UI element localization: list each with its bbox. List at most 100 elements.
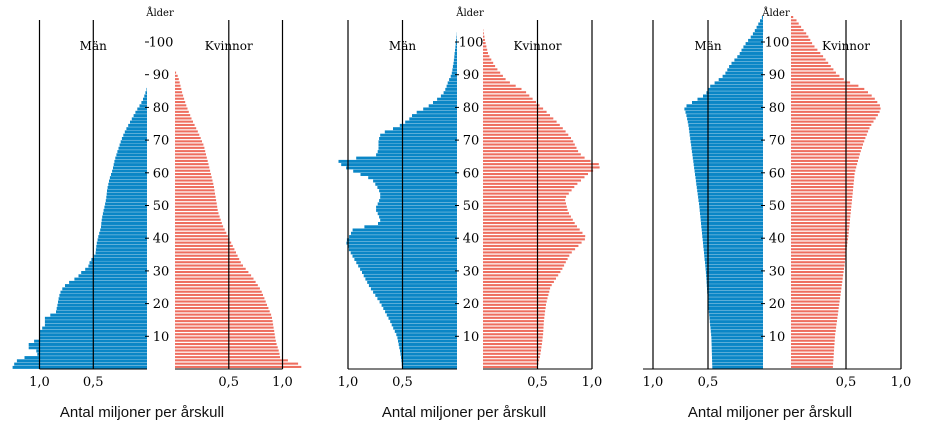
male-bar xyxy=(711,346,763,350)
male-bar xyxy=(701,225,763,229)
female-bar xyxy=(175,303,267,306)
female-bar xyxy=(175,163,209,166)
female-bar xyxy=(175,202,217,205)
female-bar xyxy=(175,74,178,77)
male-bar xyxy=(750,35,763,39)
female-bar xyxy=(175,179,213,182)
female-bar xyxy=(175,248,235,251)
female-bar xyxy=(791,284,842,287)
male-bar xyxy=(708,307,763,310)
female-bar xyxy=(175,218,221,221)
female-bar xyxy=(483,310,546,313)
male-bar xyxy=(373,179,457,183)
male-bar xyxy=(760,19,763,23)
male-bar xyxy=(37,352,147,356)
female-bar xyxy=(791,231,849,234)
male-bar xyxy=(378,140,457,144)
female-bar xyxy=(175,235,228,238)
female-bar xyxy=(175,140,202,143)
male-bar xyxy=(708,303,763,307)
male-bar xyxy=(691,146,763,150)
male-bar xyxy=(454,55,457,59)
male-bar xyxy=(393,127,457,131)
x-tick-label: 0,5 xyxy=(698,375,719,390)
male-bar xyxy=(124,130,147,134)
male-bar xyxy=(113,166,147,170)
female-bar xyxy=(175,215,220,218)
female-bar xyxy=(175,333,275,336)
female-bar xyxy=(791,163,858,166)
male-bar xyxy=(449,78,457,82)
male-bar xyxy=(712,356,763,360)
male-bar xyxy=(121,137,147,140)
male-bar xyxy=(94,254,147,258)
male-bar xyxy=(95,248,147,252)
male-bar xyxy=(379,189,457,193)
age-tick-label: 70 xyxy=(769,134,786,149)
male-bar xyxy=(399,346,457,350)
age-tick-label: 50 xyxy=(153,199,170,214)
male-bar xyxy=(701,222,763,225)
male-bar xyxy=(44,320,147,324)
male-bar xyxy=(356,261,457,265)
female-bar xyxy=(175,143,204,146)
male-bar xyxy=(28,346,148,350)
age-tick-label: 10 xyxy=(153,330,170,345)
female-bar xyxy=(791,225,850,228)
male-bar xyxy=(118,146,147,150)
male-bar xyxy=(689,133,763,137)
male-bar xyxy=(362,271,457,274)
female-label: Kvinnor xyxy=(822,39,870,53)
male-bar xyxy=(706,284,763,288)
male-bar xyxy=(363,274,457,278)
male-bar xyxy=(346,241,457,245)
male-bar xyxy=(346,166,457,170)
male-bar xyxy=(711,339,763,343)
male-bar xyxy=(58,297,147,301)
male-bar xyxy=(85,267,147,271)
male-label: Män xyxy=(80,39,107,53)
female-bar xyxy=(483,52,488,55)
male-bar xyxy=(455,42,457,46)
male-bar xyxy=(706,91,763,95)
male-bar xyxy=(57,303,147,307)
male-bar xyxy=(710,84,763,88)
female-bar xyxy=(791,303,840,306)
female-bar xyxy=(791,254,846,257)
male-bar xyxy=(12,365,147,369)
female-bar xyxy=(791,16,794,19)
female-bar xyxy=(175,133,200,136)
male-bar xyxy=(446,84,457,88)
female-bar xyxy=(483,84,516,87)
male-bar xyxy=(100,228,147,232)
female-bar xyxy=(791,81,851,84)
male-bar xyxy=(60,290,147,294)
female-bar xyxy=(483,333,544,336)
age-axis-title: Ålder xyxy=(455,7,484,19)
female-bar xyxy=(483,271,561,274)
x-axis-caption: Antal miljoner per årskull xyxy=(381,404,547,421)
male-bar xyxy=(370,287,457,291)
male-bar xyxy=(705,264,763,268)
female-bar xyxy=(483,74,503,77)
female-bar xyxy=(791,228,849,231)
female-bar xyxy=(791,195,853,198)
male-bar xyxy=(752,32,763,36)
male-bar xyxy=(120,140,147,144)
female-bar xyxy=(791,274,844,277)
male-bar xyxy=(126,127,147,131)
female-bar xyxy=(483,248,576,251)
male-bar xyxy=(379,137,457,140)
female-bar xyxy=(791,130,869,133)
female-bar xyxy=(791,150,861,153)
female-bar xyxy=(791,297,841,300)
male-bar xyxy=(700,212,763,216)
female-bar xyxy=(791,218,850,221)
male-bar xyxy=(91,258,147,261)
female-bar xyxy=(483,300,547,303)
male-bar xyxy=(708,310,763,314)
male-bar xyxy=(398,339,457,343)
female-bar xyxy=(483,101,536,104)
male-bar xyxy=(376,153,457,157)
female-bar xyxy=(175,271,249,274)
